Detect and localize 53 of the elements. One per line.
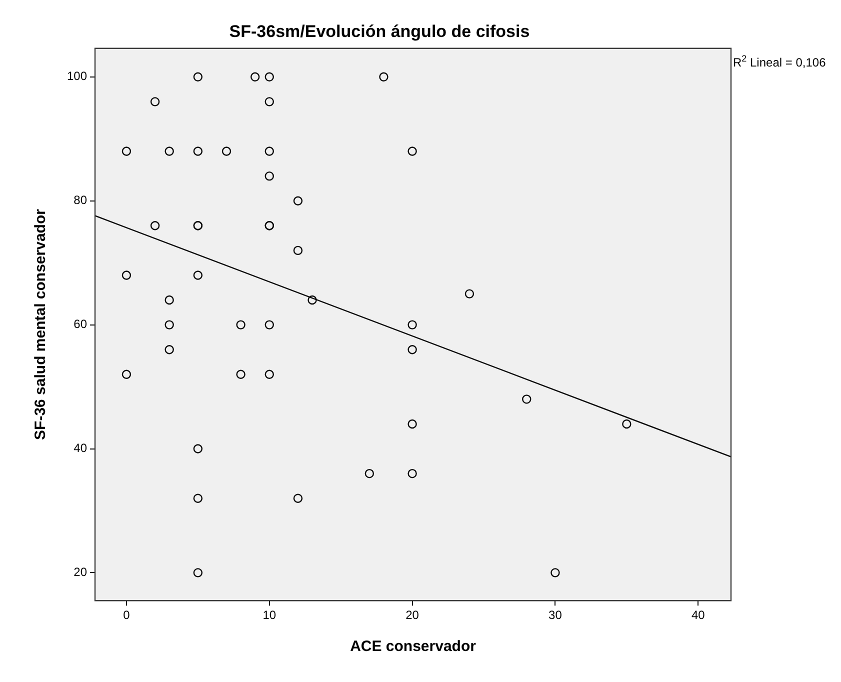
x-axis-title: ACE conservador — [350, 638, 476, 656]
point — [164, 320, 174, 330]
x-tick-label: 40 — [691, 608, 706, 622]
point — [364, 468, 374, 478]
point — [193, 270, 203, 280]
point — [222, 146, 232, 156]
point — [264, 72, 274, 82]
point — [164, 345, 174, 354]
y-tick-label: 60 — [74, 317, 88, 332]
y-tick-label: 80 — [74, 193, 88, 208]
point — [150, 97, 160, 106]
point — [522, 394, 532, 404]
point — [122, 370, 132, 379]
chart-title: SF-36sm/Evolución ángulo de cifosis — [229, 22, 530, 41]
point — [293, 246, 303, 256]
point — [264, 97, 274, 106]
y-tick-label: 100 — [66, 69, 88, 84]
point — [150, 221, 160, 230]
x-tick-label: 0 — [123, 608, 130, 622]
point — [293, 196, 303, 206]
y-tick-label: 20 — [74, 565, 88, 580]
point — [408, 146, 417, 156]
point — [293, 494, 303, 503]
y-axis-title: SF-36 salud mental conservador — [32, 208, 50, 440]
point — [193, 72, 203, 82]
point — [122, 270, 132, 280]
x-tick-label: 30 — [548, 608, 562, 622]
point — [308, 295, 317, 305]
point — [236, 320, 246, 330]
point — [122, 146, 132, 156]
y-tick-label: 40 — [74, 441, 88, 456]
x-tick-label: 20 — [406, 608, 420, 622]
point — [408, 419, 417, 429]
point — [622, 419, 632, 429]
point — [264, 146, 274, 156]
point — [236, 370, 246, 379]
point — [408, 468, 417, 478]
point — [408, 320, 417, 330]
point — [193, 444, 203, 454]
point — [193, 568, 203, 578]
point — [550, 568, 560, 578]
point — [379, 72, 388, 82]
point — [408, 345, 417, 354]
point — [264, 370, 274, 379]
point — [464, 289, 474, 298]
point — [264, 171, 274, 181]
point — [164, 295, 174, 305]
x-tick-label: 10 — [262, 608, 276, 622]
point — [264, 320, 274, 330]
point — [193, 146, 203, 156]
point — [250, 72, 260, 82]
point — [164, 146, 174, 156]
point — [193, 494, 203, 503]
